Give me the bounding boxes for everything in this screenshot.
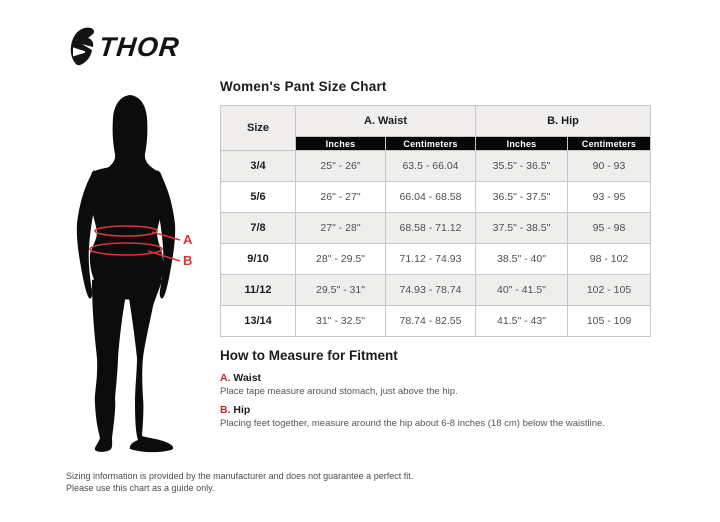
waist-measure-line xyxy=(94,225,158,237)
measure-hip-letter: B. xyxy=(220,404,231,416)
size-cell: 3/4 xyxy=(220,150,296,182)
hip-inches-cell: 38.5" - 40" xyxy=(475,243,568,275)
disclaimer-line-1: Sizing information is provided by the ma… xyxy=(66,471,414,481)
waist-cm-cell: 63.5 - 66.04 xyxy=(385,150,476,182)
size-cell: 5/6 xyxy=(220,181,296,213)
hip-cm-cell: 90 - 93 xyxy=(567,150,651,182)
hip-cm-cell: 105 - 109 xyxy=(567,305,651,337)
size-chart-title: Women's Pant Size Chart xyxy=(220,79,387,94)
column-header-size: Size xyxy=(220,105,296,151)
size-cell: 9/10 xyxy=(220,243,296,275)
table-row: 13/14 31" - 32.5" 78.74 - 82.55 41.5" - … xyxy=(220,305,651,337)
hip-cm-cell: 95 - 98 xyxy=(567,212,651,244)
measure-waist-letter: A. xyxy=(220,372,231,384)
hip-measure-line xyxy=(89,242,163,256)
waist-inches-cell: 25" - 26" xyxy=(295,150,386,182)
size-cell: 13/14 xyxy=(220,305,296,337)
measure-item-hip: B. Hip Placing feet together, measure ar… xyxy=(220,404,605,429)
waist-cm-cell: 66.04 - 68.58 xyxy=(385,181,476,213)
size-cell: 7/8 xyxy=(220,212,296,244)
woman-silhouette-figure: A B xyxy=(72,92,214,458)
hip-inches-cell: 40" - 41.5" xyxy=(475,274,568,306)
measure-waist-description: Place tape measure around stomach, just … xyxy=(220,386,458,397)
waist-callout-line xyxy=(151,231,181,241)
size-chart-table: Size A. Waist B. Hip Inches Centimeters … xyxy=(220,105,651,337)
waist-cm-cell: 68.58 - 71.12 xyxy=(385,212,476,244)
waist-inches-cell: 28" - 29.5" xyxy=(295,243,386,275)
figure-label-a: A xyxy=(183,232,193,247)
column-header-waist: A. Waist xyxy=(295,105,476,137)
thor-logo: THOR xyxy=(68,26,182,71)
hip-inches-cell: 37.5" - 38.5" xyxy=(475,212,568,244)
subheader-hip-inches: Inches xyxy=(475,136,568,151)
brand-wordmark: THOR xyxy=(97,32,182,62)
measure-hip-description: Placing feet together, measure around th… xyxy=(220,418,605,429)
measure-hip-label: B. Hip xyxy=(220,404,605,416)
hip-cm-cell: 102 - 105 xyxy=(567,274,651,306)
table-row: 11/12 29.5" - 31" 74.93 - 78.74 40" - 41… xyxy=(220,274,651,306)
hip-inches-cell: 41.5" - 43" xyxy=(475,305,568,337)
subheader-waist-centimeters: Centimeters xyxy=(385,136,476,151)
column-header-hip: B. Hip xyxy=(475,105,651,137)
woman-silhouette xyxy=(76,95,176,453)
measure-waist-label: A. Waist xyxy=(220,372,458,384)
waist-cm-cell: 74.93 - 78.74 xyxy=(385,274,476,306)
table-row: 3/4 25" - 26" 63.5 - 66.04 35.5" - 36.5"… xyxy=(220,150,651,182)
thor-hand-icon xyxy=(68,26,98,71)
hip-cm-cell: 93 - 95 xyxy=(567,181,651,213)
measure-guide-title: How to Measure for Fitment xyxy=(220,348,398,363)
waist-inches-cell: 27" - 28" xyxy=(295,212,386,244)
disclaimer-line-2: Please use this chart as a guide only. xyxy=(66,483,215,493)
measure-waist-name: Waist xyxy=(233,372,262,384)
hip-inches-cell: 35.5" - 36.5" xyxy=(475,150,568,182)
figure-label-b: B xyxy=(183,253,192,268)
subheader-hip-centimeters: Centimeters xyxy=(567,136,651,151)
waist-inches-cell: 31" - 32.5" xyxy=(295,305,386,337)
hip-callout-line xyxy=(147,250,181,262)
waist-inches-cell: 26" - 27" xyxy=(295,181,386,213)
table-row: 7/8 27" - 28" 68.58 - 71.12 37.5" - 38.5… xyxy=(220,212,651,244)
waist-cm-cell: 71.12 - 74.93 xyxy=(385,243,476,275)
sizing-disclaimer: Sizing information is provided by the ma… xyxy=(66,470,413,494)
size-cell: 11/12 xyxy=(220,274,296,306)
waist-cm-cell: 78.74 - 82.55 xyxy=(385,305,476,337)
table-row: 9/10 28" - 29.5" 71.12 - 74.93 38.5" - 4… xyxy=(220,243,651,275)
hip-inches-cell: 36.5" - 37.5" xyxy=(475,181,568,213)
measure-hip-name: Hip xyxy=(233,404,251,416)
table-row: 5/6 26" - 27" 66.04 - 68.58 36.5" - 37.5… xyxy=(220,181,651,213)
hip-cm-cell: 98 - 102 xyxy=(567,243,651,275)
subheader-waist-inches: Inches xyxy=(295,136,386,151)
waist-inches-cell: 29.5" - 31" xyxy=(295,274,386,306)
measure-item-waist: A. Waist Place tape measure around stoma… xyxy=(220,372,458,397)
